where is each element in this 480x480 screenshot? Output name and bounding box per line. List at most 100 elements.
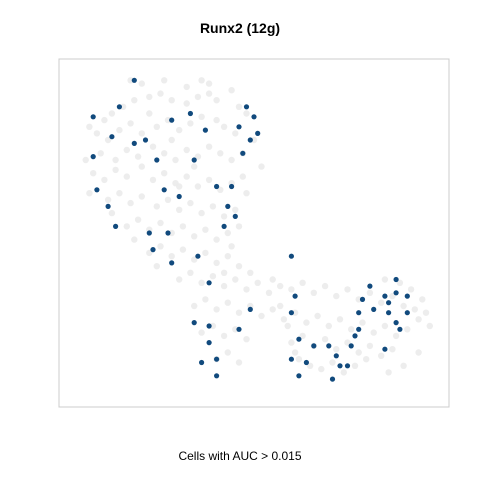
background-cell-point-20 [213,116,220,124]
background-cell-point-15 [153,123,160,130]
active-cell-point-64 [393,320,399,326]
background-cell-point-45 [194,183,202,190]
background-cell-point-114 [291,309,299,316]
background-cell-point-44 [183,173,190,180]
active-cell-point-5 [131,140,137,146]
active-cell-point-49 [311,343,317,349]
active-cell-point-29 [236,124,242,130]
background-cell-point-111 [258,312,265,320]
active-cell-point-19 [187,110,193,117]
background-cell-point-173 [381,276,389,283]
background-cell-point-145 [306,362,314,369]
active-cell-point-63 [386,310,392,316]
background-cell-point-61 [232,206,239,213]
background-cell-point-32 [205,143,213,150]
background-cell-point-28 [161,150,168,157]
background-cell-point-34 [228,156,235,164]
background-cell-point-126 [198,329,205,336]
active-cell-point-6 [94,187,100,193]
active-cell-point-11 [161,187,167,193]
background-cell-point-63 [134,216,142,223]
background-cell-point-177 [426,322,433,330]
active-cell-point-55 [356,326,362,332]
background-cell-point-47 [217,186,224,193]
background-cell-point-95 [321,282,329,290]
background-cell-point-128 [220,332,228,340]
background-cell-point-151 [138,80,145,87]
active-cell-point-26 [232,213,238,219]
active-cell-point-68 [404,293,410,299]
active-cell-point-58 [371,306,377,312]
background-cell-point-59 [209,203,217,210]
background-cell-point-82 [176,276,183,283]
background-cell-point-164 [131,236,138,243]
background-cell-point-2 [119,103,127,111]
background-cell-point-18 [187,120,194,127]
active-cell-point-60 [382,293,388,299]
background-cell-point-76 [191,256,198,263]
background-cell-point-52 [127,199,134,207]
active-cell-point-0 [131,77,137,83]
background-cell-point-134 [321,336,329,343]
background-cell-point-175 [407,286,415,293]
background-cell-point-88 [243,286,250,293]
active-cell-point-24 [225,203,231,209]
background-cells-layer [82,77,433,376]
active-cell-point-12 [176,193,182,200]
background-cell-point-187 [127,77,134,84]
background-cell-point-6 [168,97,175,104]
background-cell-point-123 [392,332,400,340]
background-cell-point-17 [176,126,183,134]
background-cell-point-186 [235,103,243,111]
background-cell-point-118 [336,316,344,323]
background-cell-point-132 [299,332,306,340]
background-cell-point-29 [172,156,179,164]
background-cell-point-69 [202,226,209,233]
active-cell-point-45 [296,336,302,342]
active-cell-point-61 [386,300,392,306]
active-cell-point-18 [165,230,171,236]
active-cell-point-51 [333,353,339,359]
background-cell-point-156 [243,110,250,117]
background-cell-point-21 [220,123,228,130]
background-cell-point-171 [291,349,299,356]
background-cell-point-168 [86,123,93,130]
active-cell-point-46 [303,359,309,366]
background-cell-point-94 [310,289,317,296]
background-cell-point-1 [108,110,116,117]
background-cell-point-183 [146,110,153,117]
background-cell-point-102 [400,302,407,310]
background-cell-point-160 [235,223,243,230]
background-cell-point-112 [269,306,276,313]
background-cell-point-138 [366,342,374,350]
active-cell-point-62 [393,290,399,296]
active-cell-point-37 [199,359,205,366]
background-cell-point-115 [303,319,310,326]
background-cell-point-27 [149,143,157,150]
background-cell-point-165 [108,209,116,217]
background-cell-point-91 [277,282,284,290]
active-cell-point-2 [90,114,96,120]
background-cell-point-68 [191,233,198,240]
background-cell-point-89 [254,279,261,286]
active-cell-point-69 [404,310,410,316]
background-cell-point-185 [213,97,220,104]
background-cell-point-54 [153,203,160,210]
background-cell-point-178 [415,349,422,356]
background-cell-point-106 [202,296,209,303]
background-cell-point-158 [258,163,265,170]
background-cell-point-40 [138,163,145,170]
active-cell-point-66 [382,346,388,352]
background-cell-point-60 [220,213,228,220]
background-cell-point-100 [378,299,385,306]
background-cell-point-159 [243,190,250,197]
background-cell-point-51 [116,190,123,197]
background-cell-point-170 [284,322,291,330]
background-cell-point-125 [415,316,422,323]
active-cell-point-16 [195,253,201,259]
background-cell-point-104 [422,309,430,316]
background-cell-point-41 [149,176,157,184]
background-cell-point-162 [220,269,228,276]
active-cell-point-1 [116,104,122,110]
background-cell-point-146 [318,365,325,373]
